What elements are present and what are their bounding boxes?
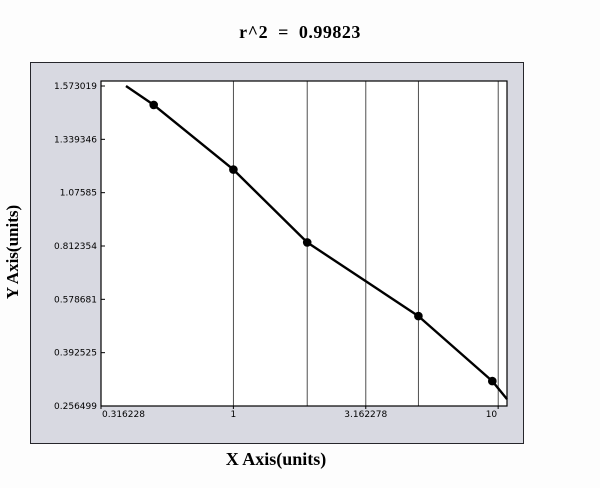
data-point [229, 165, 238, 174]
y-axis-label: Y Axis(units) [3, 204, 22, 300]
x-tick-label: 0.316228 [102, 410, 145, 420]
y-tick-label: 0.812354 [54, 242, 97, 252]
data-point [488, 376, 497, 386]
x-tick-label: 10 [486, 410, 498, 420]
y-tick-label: 1.339346 [54, 135, 97, 145]
x-tick-label: 3.162278 [344, 410, 387, 420]
data-point [149, 100, 158, 110]
plot-border [100, 80, 508, 407]
y-tick-label: 1.07585 [60, 189, 97, 199]
y-tick-label: 0.256499 [54, 402, 97, 412]
x-tick-label: 1 [231, 410, 237, 420]
chart-frame: 0.256499 0.392525 0.578681 0.812354 1.07585 1… [30, 62, 524, 444]
y-tick-label: 0.392525 [54, 349, 97, 359]
y-tick-label: 1.573019 [54, 82, 97, 92]
data-point [414, 311, 423, 321]
y-axis-label-wrap: Y Axis(units) [0, 62, 26, 442]
plot-svg: 0.256499 0.392525 0.578681 0.812354 1.07585 1… [54, 80, 508, 420]
data-point [302, 238, 312, 247]
chart-title: r^2 = 0.99823 [239, 22, 361, 42]
x-axis-label: X Axis(units) [225, 449, 327, 469]
y-tick-label: 0.578681 [54, 295, 97, 305]
